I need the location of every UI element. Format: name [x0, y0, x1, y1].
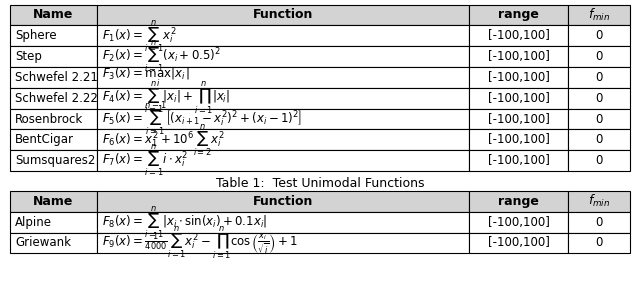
Text: Schwefel 2.22: Schwefel 2.22 [15, 92, 98, 105]
Bar [568, 67, 630, 88]
Bar [568, 109, 630, 129]
Bar [568, 5, 630, 25]
Bar [568, 46, 630, 67]
Bar [10, 88, 97, 109]
Text: $F_9(x) = \frac{1}{4000}\sum_{i=1}^{n} x_i^2 - \prod_{i=1}^{n}\cos\left(\frac{x_: $F_9(x) = \frac{1}{4000}\sum_{i=1}^{n} x… [102, 225, 298, 261]
Text: 0: 0 [596, 29, 603, 42]
Bar [568, 150, 630, 171]
Bar [10, 67, 97, 88]
Bar [469, 88, 568, 109]
Text: [-100,100]: [-100,100] [488, 92, 550, 105]
Text: Sphere: Sphere [15, 29, 57, 42]
Text: $f_{min}$: $f_{min}$ [588, 193, 611, 209]
Bar [469, 109, 568, 129]
Bar [97, 88, 469, 109]
Bar [469, 25, 568, 46]
Text: $F_8(x) = \sum_{i=1}^{n}|x_i \cdot \sin(x_i) + 0.1x_i|$: $F_8(x) = \sum_{i=1}^{n}|x_i \cdot \sin(… [102, 204, 268, 240]
Text: $F_3(x) = \max_i |x_i|$: $F_3(x) = \max_i |x_i|$ [102, 66, 191, 89]
Bar [97, 5, 469, 25]
Text: Rosenbrock: Rosenbrock [15, 113, 84, 125]
Bar [97, 25, 469, 46]
Bar [97, 109, 469, 129]
Bar [97, 46, 469, 67]
Text: 0: 0 [596, 237, 603, 249]
Text: [-100,100]: [-100,100] [488, 113, 550, 125]
Text: Griewank: Griewank [15, 237, 72, 249]
Text: $F_6(x) = x_1^2 + 10^6\sum_{i=2}^{n} x_i^2$: $F_6(x) = x_1^2 + 10^6\sum_{i=2}^{n} x_i… [102, 122, 225, 158]
Text: 0: 0 [596, 154, 603, 167]
Text: [-100,100]: [-100,100] [488, 154, 550, 167]
Text: [-100,100]: [-100,100] [488, 29, 550, 42]
Bar [469, 191, 568, 212]
Bar [568, 212, 630, 233]
Text: 0: 0 [596, 92, 603, 105]
Text: [-100,100]: [-100,100] [488, 133, 550, 146]
Bar [469, 129, 568, 150]
Bar [97, 191, 469, 212]
Text: Name: Name [33, 195, 73, 208]
Bar [568, 129, 630, 150]
Text: Alpine: Alpine [15, 216, 52, 229]
Bar [10, 129, 97, 150]
Bar [97, 150, 469, 171]
Bar [469, 5, 568, 25]
Text: 0: 0 [596, 133, 603, 146]
Text: 0: 0 [596, 113, 603, 125]
Bar [97, 129, 469, 150]
Bar [469, 46, 568, 67]
Bar [469, 67, 568, 88]
Text: $F_7(x) = \sum_{i=1}^{n} i \cdot x_i^2$: $F_7(x) = \sum_{i=1}^{n} i \cdot x_i^2$ [102, 143, 188, 178]
Text: $F_5(x) = \sum_{i=1}^{n-1}\left[(x_{i+1}-x_i^2)^2+(x_i-1)^2\right]$: $F_5(x) = \sum_{i=1}^{n-1}\left[(x_{i+1}… [102, 100, 303, 138]
Bar [97, 233, 469, 253]
Text: [-100,100]: [-100,100] [488, 237, 550, 249]
Bar [97, 67, 469, 88]
Text: Sumsquares2: Sumsquares2 [15, 154, 96, 167]
Bar [10, 191, 97, 212]
Text: range: range [498, 9, 539, 21]
Text: Function: Function [253, 9, 313, 21]
Bar [10, 109, 97, 129]
Bar [10, 233, 97, 253]
Bar [568, 191, 630, 212]
Text: [-100,100]: [-100,100] [488, 71, 550, 84]
Text: $F_1(x) = \sum_{i=1}^{n} x_i^2$: $F_1(x) = \sum_{i=1}^{n} x_i^2$ [102, 18, 177, 54]
Text: [-100,100]: [-100,100] [488, 50, 550, 63]
Text: Schwefel 2.21: Schwefel 2.21 [15, 71, 98, 84]
Text: [-100,100]: [-100,100] [488, 216, 550, 229]
Text: 0: 0 [596, 71, 603, 84]
Bar [10, 212, 97, 233]
Bar [568, 25, 630, 46]
Bar [469, 233, 568, 253]
Text: Function: Function [253, 195, 313, 208]
Text: Table 1:  Test Unimodal Functions: Table 1: Test Unimodal Functions [216, 177, 424, 190]
Text: BentCigar: BentCigar [15, 133, 74, 146]
Text: 0: 0 [596, 50, 603, 63]
Bar [10, 5, 97, 25]
Text: 0: 0 [596, 216, 603, 229]
Text: $F_2(x) = \sum_{i=1}^{n}(x_i + 0.5)^2$: $F_2(x) = \sum_{i=1}^{n}(x_i + 0.5)^2$ [102, 39, 221, 74]
Bar [469, 150, 568, 171]
Text: $F_4(x) = \sum_{i=1}^{n}|x_i| + \prod_{i=1}^{n}|x_i|$: $F_4(x) = \sum_{i=1}^{n}|x_i| + \prod_{i… [102, 80, 230, 117]
Text: range: range [498, 195, 539, 208]
Text: Step: Step [15, 50, 42, 63]
Bar [10, 150, 97, 171]
Bar [97, 212, 469, 233]
Bar [10, 25, 97, 46]
Text: $f_{min}$: $f_{min}$ [588, 7, 611, 23]
Bar [10, 46, 97, 67]
Bar [568, 233, 630, 253]
Bar [469, 212, 568, 233]
Bar [568, 88, 630, 109]
Text: Name: Name [33, 9, 73, 21]
